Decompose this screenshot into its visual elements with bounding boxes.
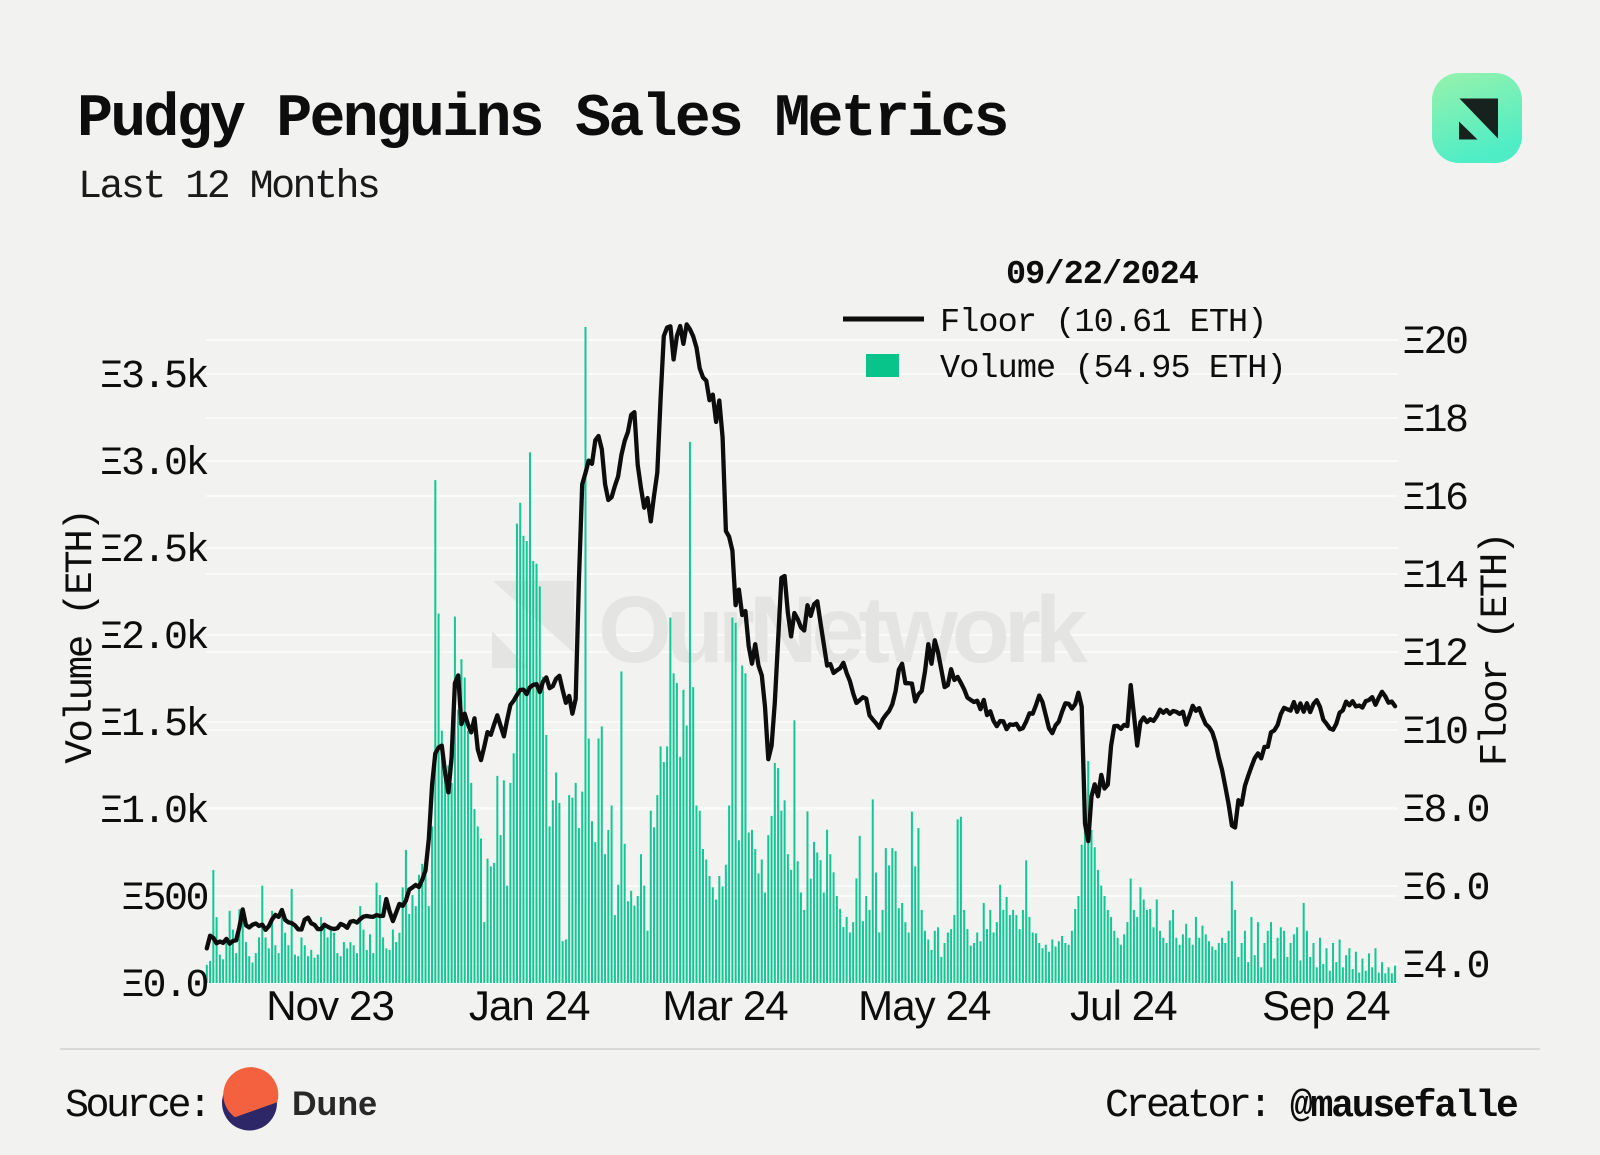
svg-text:09/22/2024: 09/22/2024 [1006,256,1199,294]
svg-text:Volume (ETH): Volume (ETH) [59,510,103,763]
svg-text:Jul 24: Jul 24 [1070,982,1177,1029]
svg-text:Ξ18: Ξ18 [1402,399,1467,444]
svg-text:Sep 24: Sep 24 [1262,982,1390,1029]
svg-text:Floor (10.61 ETH): Floor (10.61 ETH) [940,304,1266,342]
svg-text:Ξ8.0: Ξ8.0 [1402,789,1489,834]
svg-text:Pudgy Penguins Sales Metrics: Pudgy Penguins Sales Metrics [77,86,1007,154]
svg-text:Ξ10: Ξ10 [1402,711,1467,756]
svg-text:@mausefalle: @mausefalle [1290,1085,1517,1128]
svg-text:Ξ3.0k: Ξ3.0k [99,442,207,487]
svg-text:Ξ20: Ξ20 [1402,321,1467,366]
svg-text:Ξ2.0k: Ξ2.0k [99,616,207,661]
svg-text:Source:: Source: [65,1084,209,1129]
svg-text:Ξ14: Ξ14 [1402,555,1467,600]
svg-text:Ξ500: Ξ500 [121,877,208,922]
svg-text:Ξ2.5k: Ξ2.5k [99,529,207,574]
svg-text:Volume (54.95 ETH): Volume (54.95 ETH) [940,350,1286,388]
svg-text:Ξ12: Ξ12 [1402,633,1467,678]
svg-text:May 24: May 24 [858,982,991,1029]
svg-text:Mar 24: Mar 24 [662,982,788,1029]
svg-text:Dune: Dune [292,1085,377,1123]
svg-text:Ξ1.5k: Ξ1.5k [99,703,207,748]
svg-text:Ξ16: Ξ16 [1402,477,1467,522]
svg-text:Last 12 Months: Last 12 Months [78,165,378,210]
svg-text:Ξ4.0: Ξ4.0 [1402,945,1489,990]
svg-text:Nov 23: Nov 23 [266,982,394,1029]
svg-text:Ξ3.5k: Ξ3.5k [99,355,207,400]
svg-text:Ξ0.0: Ξ0.0 [121,964,208,1009]
svg-text:Ξ6.0: Ξ6.0 [1402,867,1489,912]
svg-text:Jan 24: Jan 24 [469,982,590,1029]
svg-text:Ξ1.0k: Ξ1.0k [99,790,207,835]
svg-text:Creator:: Creator: [1105,1084,1269,1129]
svg-text:Floor (ETH): Floor (ETH) [1474,534,1518,766]
